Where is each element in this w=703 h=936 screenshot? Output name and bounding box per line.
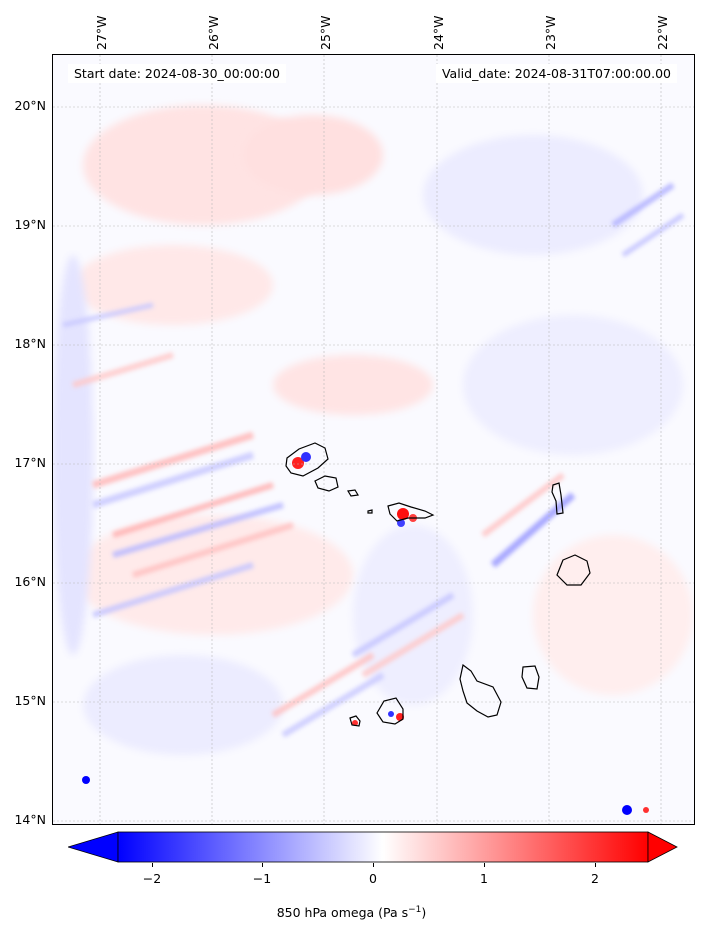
colorbar-tick bbox=[595, 863, 596, 867]
colorbar-tick bbox=[152, 863, 153, 867]
omega-shading bbox=[53, 55, 694, 824]
island-sal bbox=[551, 482, 564, 515]
lon-label-23w: 23°W bbox=[543, 15, 558, 50]
lat-label-20n: 20°N bbox=[14, 98, 46, 113]
island-santo-antao bbox=[285, 442, 329, 477]
lat-label-17n: 17°N bbox=[14, 455, 46, 470]
colorbar-title: 850 hPa omega (Pa s−1) bbox=[0, 905, 703, 920]
colorbar-tick bbox=[373, 863, 374, 867]
colorbar-tick-label: 2 bbox=[591, 871, 599, 886]
colorbar-title-main: 850 hPa omega (Pa s bbox=[276, 905, 409, 921]
lon-label-25w: 25°W bbox=[318, 15, 333, 50]
colorbar-tick-label: 0 bbox=[369, 871, 377, 886]
map-panel bbox=[52, 54, 695, 825]
colorbar-graphic bbox=[66, 831, 678, 863]
colorbar-title-exponent: −1 bbox=[408, 905, 422, 915]
colorbar-extend-high bbox=[647, 831, 678, 863]
colorbar-title-close: ) bbox=[421, 905, 427, 921]
colorbar bbox=[66, 831, 678, 863]
colorbar-extend-low bbox=[66, 831, 119, 863]
coastlines bbox=[285, 442, 591, 727]
lat-label-18n: 18°N bbox=[14, 336, 46, 351]
colorbar-tick-label: −2 bbox=[142, 871, 162, 886]
colorbar-body bbox=[117, 831, 649, 863]
colorbar-tick-label: −1 bbox=[252, 871, 272, 886]
lon-label-22w: 22°W bbox=[655, 15, 670, 50]
lat-label-16n: 16°N bbox=[14, 574, 46, 589]
omega-field-map bbox=[53, 55, 694, 824]
island-santa-luzia bbox=[347, 489, 359, 497]
island-sao-nicolau bbox=[387, 502, 435, 522]
lat-label-15n: 15°N bbox=[14, 693, 46, 708]
colorbar-tick bbox=[484, 863, 485, 867]
island-boa-vista bbox=[556, 554, 591, 586]
colorbar-tick-label: 1 bbox=[480, 871, 488, 886]
island-fogo bbox=[376, 697, 404, 725]
lon-label-24w: 24°W bbox=[431, 15, 446, 50]
valid-date-label: Valid_date: 2024-08-31T07:00:00.00 bbox=[435, 64, 677, 83]
island-maio bbox=[521, 665, 540, 690]
lon-label-26w: 26°W bbox=[206, 15, 221, 50]
lon-label-27w: 27°W bbox=[94, 15, 109, 50]
island-santiago bbox=[459, 663, 502, 718]
start-date-label: Start date: 2024-08-30_00:00:00 bbox=[68, 64, 286, 83]
island-sao-vicente bbox=[314, 475, 339, 492]
colorbar-tick bbox=[262, 863, 263, 867]
island-raso bbox=[367, 509, 373, 514]
lat-label-14n: 14°N bbox=[14, 812, 46, 827]
lat-label-19n: 19°N bbox=[14, 217, 46, 232]
gridlines bbox=[53, 55, 694, 824]
island-brava bbox=[349, 715, 361, 727]
